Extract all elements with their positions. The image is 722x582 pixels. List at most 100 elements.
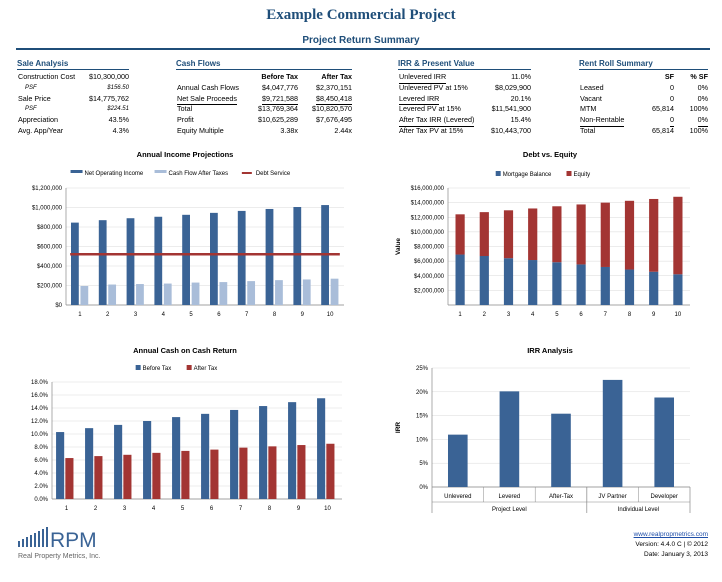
x-tick-label: 4 <box>152 506 156 512</box>
after-tax-bar <box>210 449 219 499</box>
sale-label: PSF <box>25 84 37 91</box>
irr-header: IRR & Present Value <box>398 58 531 70</box>
sale-value: 4.3% <box>112 125 129 135</box>
y-tick-label: 0.0% <box>34 497 48 503</box>
rent-roll-pct: 0% <box>697 93 708 103</box>
mortgage-bar <box>455 254 465 305</box>
rent-roll-header: Rent Roll Summary <box>579 58 708 70</box>
x-tick-label: 6 <box>217 312 221 318</box>
y-tick-label: $200,000 <box>37 284 63 290</box>
irr-value: 11.0% <box>511 72 531 81</box>
sale-label: Construction Cost <box>18 72 76 81</box>
x-tick-label: 5 <box>555 312 559 318</box>
legend-label: Equity <box>574 172 591 178</box>
sale-analysis-section: Sale Analysis Construction Cost $10,300,0… <box>17 58 129 137</box>
irr-label: Levered PV at 15% <box>399 104 461 114</box>
after-tax-bar <box>297 445 306 499</box>
x-tick-label: 6 <box>210 506 214 512</box>
legend-swatch <box>186 365 192 370</box>
rent-roll-pct: 100% <box>689 104 708 114</box>
cfat-bar <box>108 284 117 305</box>
irr-bar <box>551 413 571 487</box>
y-axis-label: IRR <box>395 422 402 434</box>
x-tick-label: 8 <box>273 312 277 318</box>
y-tick-label: 14.0% <box>31 406 49 412</box>
legend-swatch <box>566 171 572 176</box>
equity-bar <box>479 212 489 257</box>
legend-swatch <box>70 170 83 173</box>
report-title: Example Commercial Project <box>266 7 456 23</box>
before-tax-bar <box>114 424 123 499</box>
equity-bar <box>600 202 610 267</box>
before-tax-bar <box>143 421 152 499</box>
cash-flows-section: Cash Flows Before Tax After Tax Annual Ca… <box>176 58 352 137</box>
equity-bar <box>528 208 538 261</box>
equity-bar <box>576 204 586 265</box>
before-tax-bar <box>259 406 268 499</box>
noi-bar <box>71 222 79 305</box>
before-tax-bar <box>85 428 94 499</box>
irr-label: Unlevered IRR <box>399 72 447 84</box>
cash-flow-bt: $9,721,588 <box>262 94 298 106</box>
report-subtitle: Project Return Summary <box>302 35 420 46</box>
y-tick-label: 18.0% <box>31 380 49 386</box>
x-tick-label: 5 <box>181 506 185 512</box>
version-text: Version: 4.4.0 C | © 2012 <box>635 541 708 548</box>
x-tick-label: Unlevered <box>444 494 471 500</box>
y-tick-label: 12.0% <box>31 419 49 425</box>
y-tick-label: 8.0% <box>34 445 48 451</box>
x-tick-label: 8 <box>628 312 632 318</box>
after-tax-col-header: After Tax <box>321 72 352 81</box>
x-tick-label: 3 <box>134 312 138 318</box>
cfat-bar <box>330 278 339 305</box>
y-tick-label: 16.0% <box>31 393 49 399</box>
irr-value: 15.4% <box>510 115 531 125</box>
chart-title: Annual Income Projections <box>137 150 234 159</box>
irr-bar <box>499 391 520 487</box>
sale-analysis-header: Sale Analysis <box>17 58 129 70</box>
y-tick-label: 10.0% <box>31 432 49 438</box>
income-chart: Annual Income Projections $0 $200,000 $400,… <box>32 150 344 318</box>
legend-swatch <box>154 170 167 173</box>
rent-roll-pct: 0% <box>697 82 708 92</box>
mortgage-bar <box>624 269 635 305</box>
before-tax-bar <box>56 432 65 499</box>
noi-bar <box>210 212 218 305</box>
group-label: Individual Level <box>618 507 659 513</box>
rent-roll-sf: 65,814 <box>652 125 674 135</box>
y-tick-label: $600,000 <box>37 245 63 251</box>
legend-label: Mortgage Balance <box>503 172 552 178</box>
y-tick-label: $6,000,000 <box>414 259 445 265</box>
website-link[interactable]: www.realpropmetrics.com <box>633 531 708 538</box>
cfat-bar <box>219 282 228 305</box>
x-tick-label: 10 <box>675 312 682 318</box>
legend-label: Net Operating Income <box>85 171 144 177</box>
irr-value: 20.1% <box>510 93 531 103</box>
noi-bar <box>265 208 274 305</box>
before-tax-bar <box>317 398 326 499</box>
sale-value: $156.50 <box>107 84 129 91</box>
date-text: Date: January 3, 2013 <box>644 551 708 558</box>
y-tick-label: 15% <box>416 414 429 420</box>
y-tick-label: $8,000,000 <box>414 245 445 251</box>
cash-flow-at: $10,820,570 <box>312 104 352 114</box>
x-tick-label: 4 <box>531 312 535 318</box>
after-tax-bar <box>181 450 190 499</box>
before-tax-bar <box>230 409 239 499</box>
after-tax-bar <box>65 458 74 499</box>
sale-label: Appreciation <box>18 115 58 125</box>
cash-on-cash-chart: Annual Cash on Cash Return 0.0% 2.0% 4.0% 6.… <box>31 346 342 512</box>
after-tax-bar <box>94 456 103 499</box>
rent-roll-label: Total <box>580 125 596 135</box>
y-axis-label: Value <box>395 238 402 255</box>
equity-bar <box>552 206 562 263</box>
x-tick-label: 1 <box>65 506 69 512</box>
sale-label: PSF <box>25 106 37 113</box>
footer: www.realpropmetrics.com Version: 4.4.0 C… <box>508 530 708 560</box>
sale-label: Sale Price <box>18 93 51 103</box>
legend-swatch <box>495 171 501 176</box>
x-tick-label: 5 <box>189 312 193 318</box>
noi-bar <box>154 216 163 305</box>
rent-roll-label: Non-Rentable <box>580 115 625 127</box>
noi-bar <box>293 207 302 305</box>
